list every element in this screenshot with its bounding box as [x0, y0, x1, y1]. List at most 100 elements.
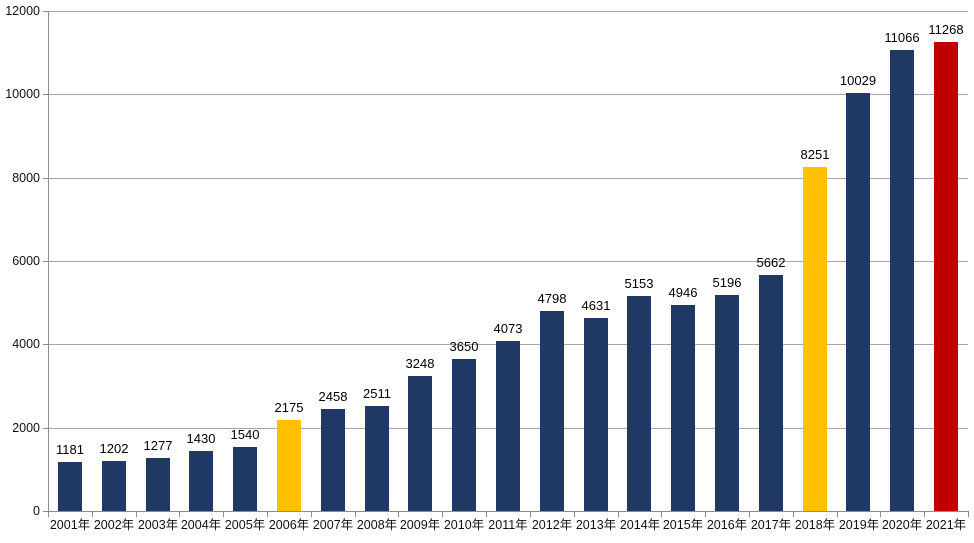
bar-2018年: [803, 167, 827, 511]
x-axis-label-2004年: 2004年: [180, 518, 222, 532]
bar-2008年: [365, 406, 389, 511]
bar-value-label-2014年: 5153: [624, 276, 654, 292]
bar-2006年: [277, 420, 301, 511]
x-axis-label-2020年: 2020年: [881, 518, 923, 532]
bar-2012年: [540, 311, 564, 511]
gridline-8000: [48, 178, 968, 179]
bar-2020年: [890, 49, 914, 511]
x-axis-tick-18: [837, 512, 838, 517]
bar-2002年: [102, 460, 126, 511]
bar-2013年: [584, 318, 608, 511]
x-axis-tick-7: [355, 512, 356, 517]
y-axis-tick-2000: [43, 428, 48, 429]
bar-2019年: [846, 93, 870, 511]
x-axis-label-2010年: 2010年: [443, 518, 485, 532]
y-axis-tick-6000: [43, 261, 48, 262]
y-axis-label-4000: 4000: [12, 337, 40, 351]
x-axis-label-2007年: 2007年: [312, 518, 354, 532]
bar-2010年: [452, 358, 476, 511]
bar-2005年: [233, 446, 257, 511]
bar-value-label-2011年: 4073: [493, 321, 523, 337]
gridline-12000: [48, 11, 968, 12]
bar-2021年: [934, 41, 958, 511]
x-axis-tick-15: [705, 512, 706, 517]
x-axis-label-2015年: 2015年: [662, 518, 704, 532]
x-axis-label-2003年: 2003年: [137, 518, 179, 532]
y-axis-label-8000: 8000: [12, 171, 40, 185]
x-axis-tick-12: [574, 512, 575, 517]
x-axis-label-2008年: 2008年: [356, 518, 398, 532]
y-axis-tick-4000: [43, 344, 48, 345]
x-axis-tick-19: [880, 512, 881, 517]
bar-2017年: [759, 275, 783, 511]
x-axis-tick-4: [223, 512, 224, 517]
bar-2001年: [58, 461, 82, 511]
x-axis-label-2005年: 2005年: [224, 518, 266, 532]
bar-2003年: [146, 457, 170, 511]
x-axis-label-2016年: 2016年: [706, 518, 748, 532]
bar-value-label-2005年: 1540: [230, 426, 260, 442]
x-axis-label-2002年: 2002年: [93, 518, 135, 532]
x-axis-tick-3: [179, 512, 180, 517]
x-axis-label-2019年: 2019年: [838, 518, 880, 532]
bar-value-label-2018年: 8251: [800, 147, 830, 163]
bar-value-label-2001年: 1181: [56, 441, 84, 457]
x-axis-label-2018年: 2018年: [794, 518, 836, 532]
bar-2011年: [496, 341, 520, 511]
bar-value-label-2002年: 1202: [99, 440, 129, 456]
x-axis-line: [48, 511, 969, 512]
bar-2004年: [189, 451, 213, 511]
bar-value-label-2013年: 4631: [581, 298, 611, 314]
bar-value-label-2016年: 5196: [712, 274, 742, 290]
x-axis-label-2012年: 2012年: [531, 518, 573, 532]
x-axis-tick-14: [661, 512, 662, 517]
x-axis-tick-17: [793, 512, 794, 517]
y-axis-label-2000: 2000: [12, 421, 40, 435]
bar-2007年: [321, 408, 345, 511]
bar-value-label-2017年: 5662: [756, 255, 786, 271]
y-axis-label-0: 0: [33, 504, 40, 518]
y-axis-line: [48, 11, 49, 511]
x-axis-label-2014年: 2014年: [619, 518, 661, 532]
bar-2016年: [715, 294, 739, 511]
bar-value-label-2007年: 2458: [318, 388, 348, 404]
y-axis-label-10000: 10000: [5, 87, 40, 101]
x-axis-tick-10: [486, 512, 487, 517]
bar-2014年: [627, 296, 651, 511]
bar-value-label-2020年: 11066: [884, 29, 920, 45]
bar-value-label-2010年: 3650: [449, 338, 479, 354]
x-axis-tick-2: [136, 512, 137, 517]
x-axis-tick-6: [311, 512, 312, 517]
x-axis-tick-11: [530, 512, 531, 517]
y-axis-tick-0: [43, 511, 48, 512]
bar-value-label-2006年: 2175: [274, 400, 304, 416]
bar-value-label-2012年: 4798: [537, 291, 567, 307]
x-axis-tick-0: [48, 512, 49, 517]
x-axis-tick-5: [267, 512, 268, 517]
bar-value-label-2015年: 4946: [668, 284, 698, 300]
bar-value-label-2004年: 1430: [186, 431, 216, 447]
x-axis-label-2013年: 2013年: [575, 518, 617, 532]
x-axis-tick-8: [398, 512, 399, 517]
bar-value-label-2008年: 2511: [363, 386, 391, 402]
x-axis-tick-13: [618, 512, 619, 517]
x-axis-tick-1: [92, 512, 93, 517]
bar-value-label-2009年: 3248: [405, 355, 435, 371]
y-axis-tick-10000: [43, 94, 48, 95]
bar-value-label-2021年: 11268: [928, 21, 964, 37]
y-axis-label-6000: 6000: [12, 254, 40, 268]
x-axis-tick-16: [749, 512, 750, 517]
bar-value-label-2019年: 10029: [839, 73, 877, 89]
x-axis-label-2011年: 2011年: [488, 518, 528, 532]
bar-2009年: [408, 375, 432, 511]
x-axis-label-2006年: 2006年: [268, 518, 310, 532]
bar-value-label-2003年: 1277: [143, 437, 173, 453]
x-axis-label-2021年: 2021年: [925, 518, 967, 532]
x-axis-tick-20: [924, 512, 925, 517]
x-axis-label-2017年: 2017年: [750, 518, 792, 532]
x-axis-tick-21: [968, 512, 969, 517]
x-axis-label-2001年: 2001年: [49, 518, 91, 532]
y-axis-tick-12000: [43, 11, 48, 12]
gridline-10000: [48, 94, 968, 95]
